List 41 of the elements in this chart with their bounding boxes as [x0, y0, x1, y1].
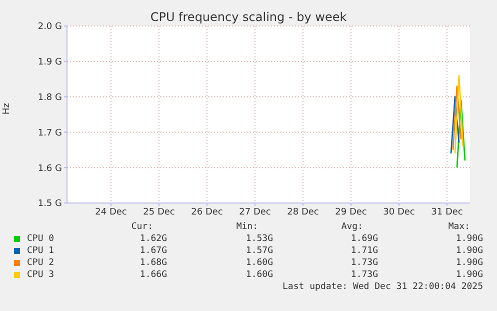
y-axis-title: Hz [2, 102, 12, 114]
text: Avg: [341, 222, 363, 232]
text: 1.66G [140, 270, 167, 280]
chart-title: CPU frequency scaling - by week [149, 10, 348, 24]
text: 1.73G [350, 270, 378, 280]
legend-label: CPU 3 [27, 270, 54, 280]
legend-label: CPU 2 [27, 258, 54, 268]
x-tick-label: 25 Dec [143, 207, 175, 218]
text: 1.57G [246, 246, 273, 256]
text: 1.62G [140, 234, 167, 244]
x-tick-label: 29 Dec [335, 207, 367, 218]
text: Last update: Wed Dec 31 22:00:04 2025 [282, 282, 483, 292]
text: Max: [448, 222, 470, 232]
text: 1.73G [350, 258, 378, 268]
text: Min: [236, 222, 258, 232]
y-tick-label: 1.7 G [38, 128, 62, 138]
x-tick-label: 30 Dec [383, 207, 415, 218]
x-tick-label: 27 Dec [239, 207, 271, 218]
text: 1.90G [456, 258, 483, 268]
legend-label: CPU 0 [27, 234, 54, 244]
y-tick-label: 1.8 G [38, 92, 62, 103]
text: 1.90G [456, 234, 483, 244]
text: 1.68G [140, 258, 167, 268]
x-tick-label: 28 Dec [287, 207, 319, 218]
y-tick-label: 1.6 G [38, 164, 62, 174]
text: 1.53G [246, 234, 273, 244]
y-tick-label: 1.9 G [38, 58, 62, 68]
text: 1.60G [246, 258, 273, 268]
x-tick-label: 31 Dec [431, 207, 463, 218]
text: 1.60G [246, 270, 273, 280]
y-tick-label: 2.0 G [38, 22, 62, 32]
x-tick-label: 24 Dec [95, 207, 127, 218]
legend-label: CPU 1 [27, 246, 54, 256]
y-tick-label: 1.5 G [38, 199, 62, 210]
text: 1.71G [350, 246, 378, 256]
text: 1.90G [456, 246, 483, 256]
text: 1.69G [350, 234, 378, 244]
text: 1.90G [456, 270, 483, 280]
text: 1.67G [140, 246, 167, 256]
x-tick-label: 26 Dec [191, 207, 223, 218]
text: Cur: [131, 222, 153, 232]
